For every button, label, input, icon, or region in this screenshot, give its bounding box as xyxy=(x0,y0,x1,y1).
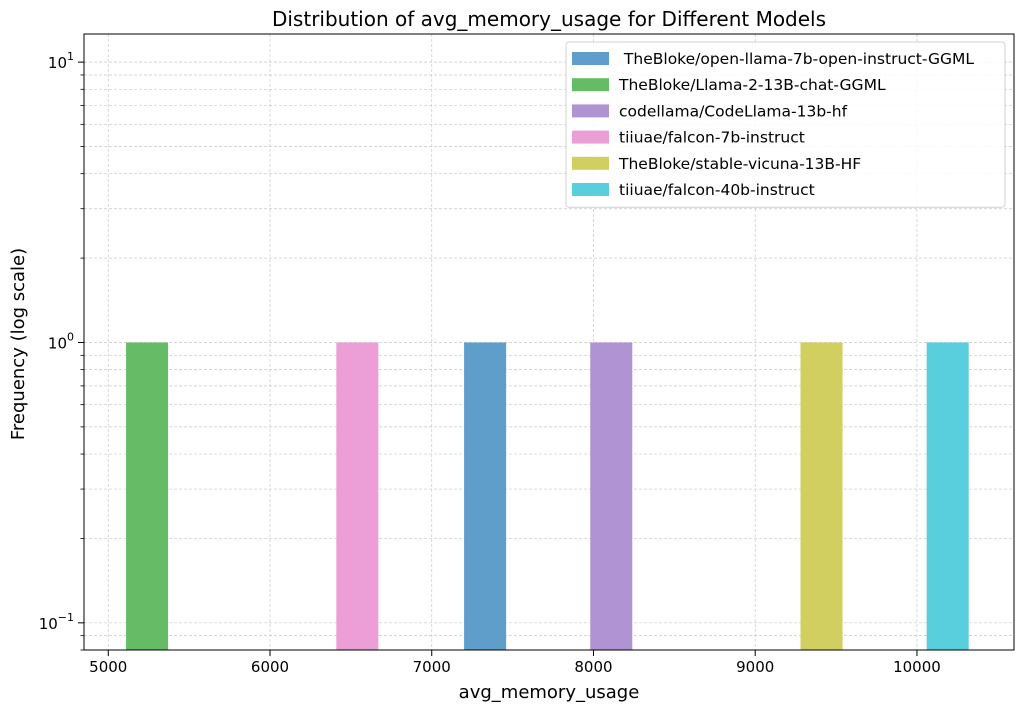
legend-swatch xyxy=(572,78,609,92)
histogram-bar xyxy=(590,342,633,650)
legend-box xyxy=(565,41,1006,208)
y-tick-label: 101 xyxy=(48,50,74,72)
legend-swatch xyxy=(572,156,609,170)
x-tick-label: 5000 xyxy=(89,658,127,676)
legend-swatch xyxy=(572,104,609,118)
histogram-bar xyxy=(926,342,969,650)
y-tick-label: 10−1 xyxy=(39,611,74,633)
x-tick-label: 6000 xyxy=(251,658,289,676)
legend-label: codellama/CodeLlama-13b-hf xyxy=(619,102,848,120)
x-axis-ticks: 5000 6000 7000 8000 9000 10000 xyxy=(89,650,941,676)
x-tick-label: 7000 xyxy=(413,658,451,676)
legend-label: TheBloke/open-llama-7b-open-instruct-GGM… xyxy=(619,50,974,68)
x-tick-label: 9000 xyxy=(736,658,774,676)
y-axis-ticks: 10−1 100 101 xyxy=(39,50,84,651)
histogram-bar xyxy=(464,342,507,650)
legend-label: tiiuae/falcon-40b-instruct xyxy=(619,181,815,199)
legend: TheBloke/open-llama-7b-open-instruct-GGM… xyxy=(565,41,1006,208)
y-axis-label: Frequency (log scale) xyxy=(8,248,29,440)
x-tick-label: 8000 xyxy=(574,658,612,676)
legend-label: TheBloke/Llama-2-13B-chat-GGML xyxy=(618,76,886,94)
bars xyxy=(126,342,969,650)
histogram-bar xyxy=(126,342,169,650)
legend-label: tiiuae/falcon-7b-instruct xyxy=(619,129,805,147)
x-axis-label: avg_memory_usage xyxy=(459,682,640,703)
legend-swatch xyxy=(572,52,609,65)
y-tick-label: 100 xyxy=(48,330,74,352)
legend-label: TheBloke/stable-vicuna-13B-HF xyxy=(618,155,861,173)
chart-title: Distribution of avg_memory_usage for Dif… xyxy=(272,7,826,31)
legend-swatch xyxy=(572,130,609,144)
histogram-bar xyxy=(336,342,379,650)
x-tick-label: 10000 xyxy=(893,658,941,676)
histogram-bar xyxy=(800,342,843,650)
legend-swatch xyxy=(572,183,609,196)
